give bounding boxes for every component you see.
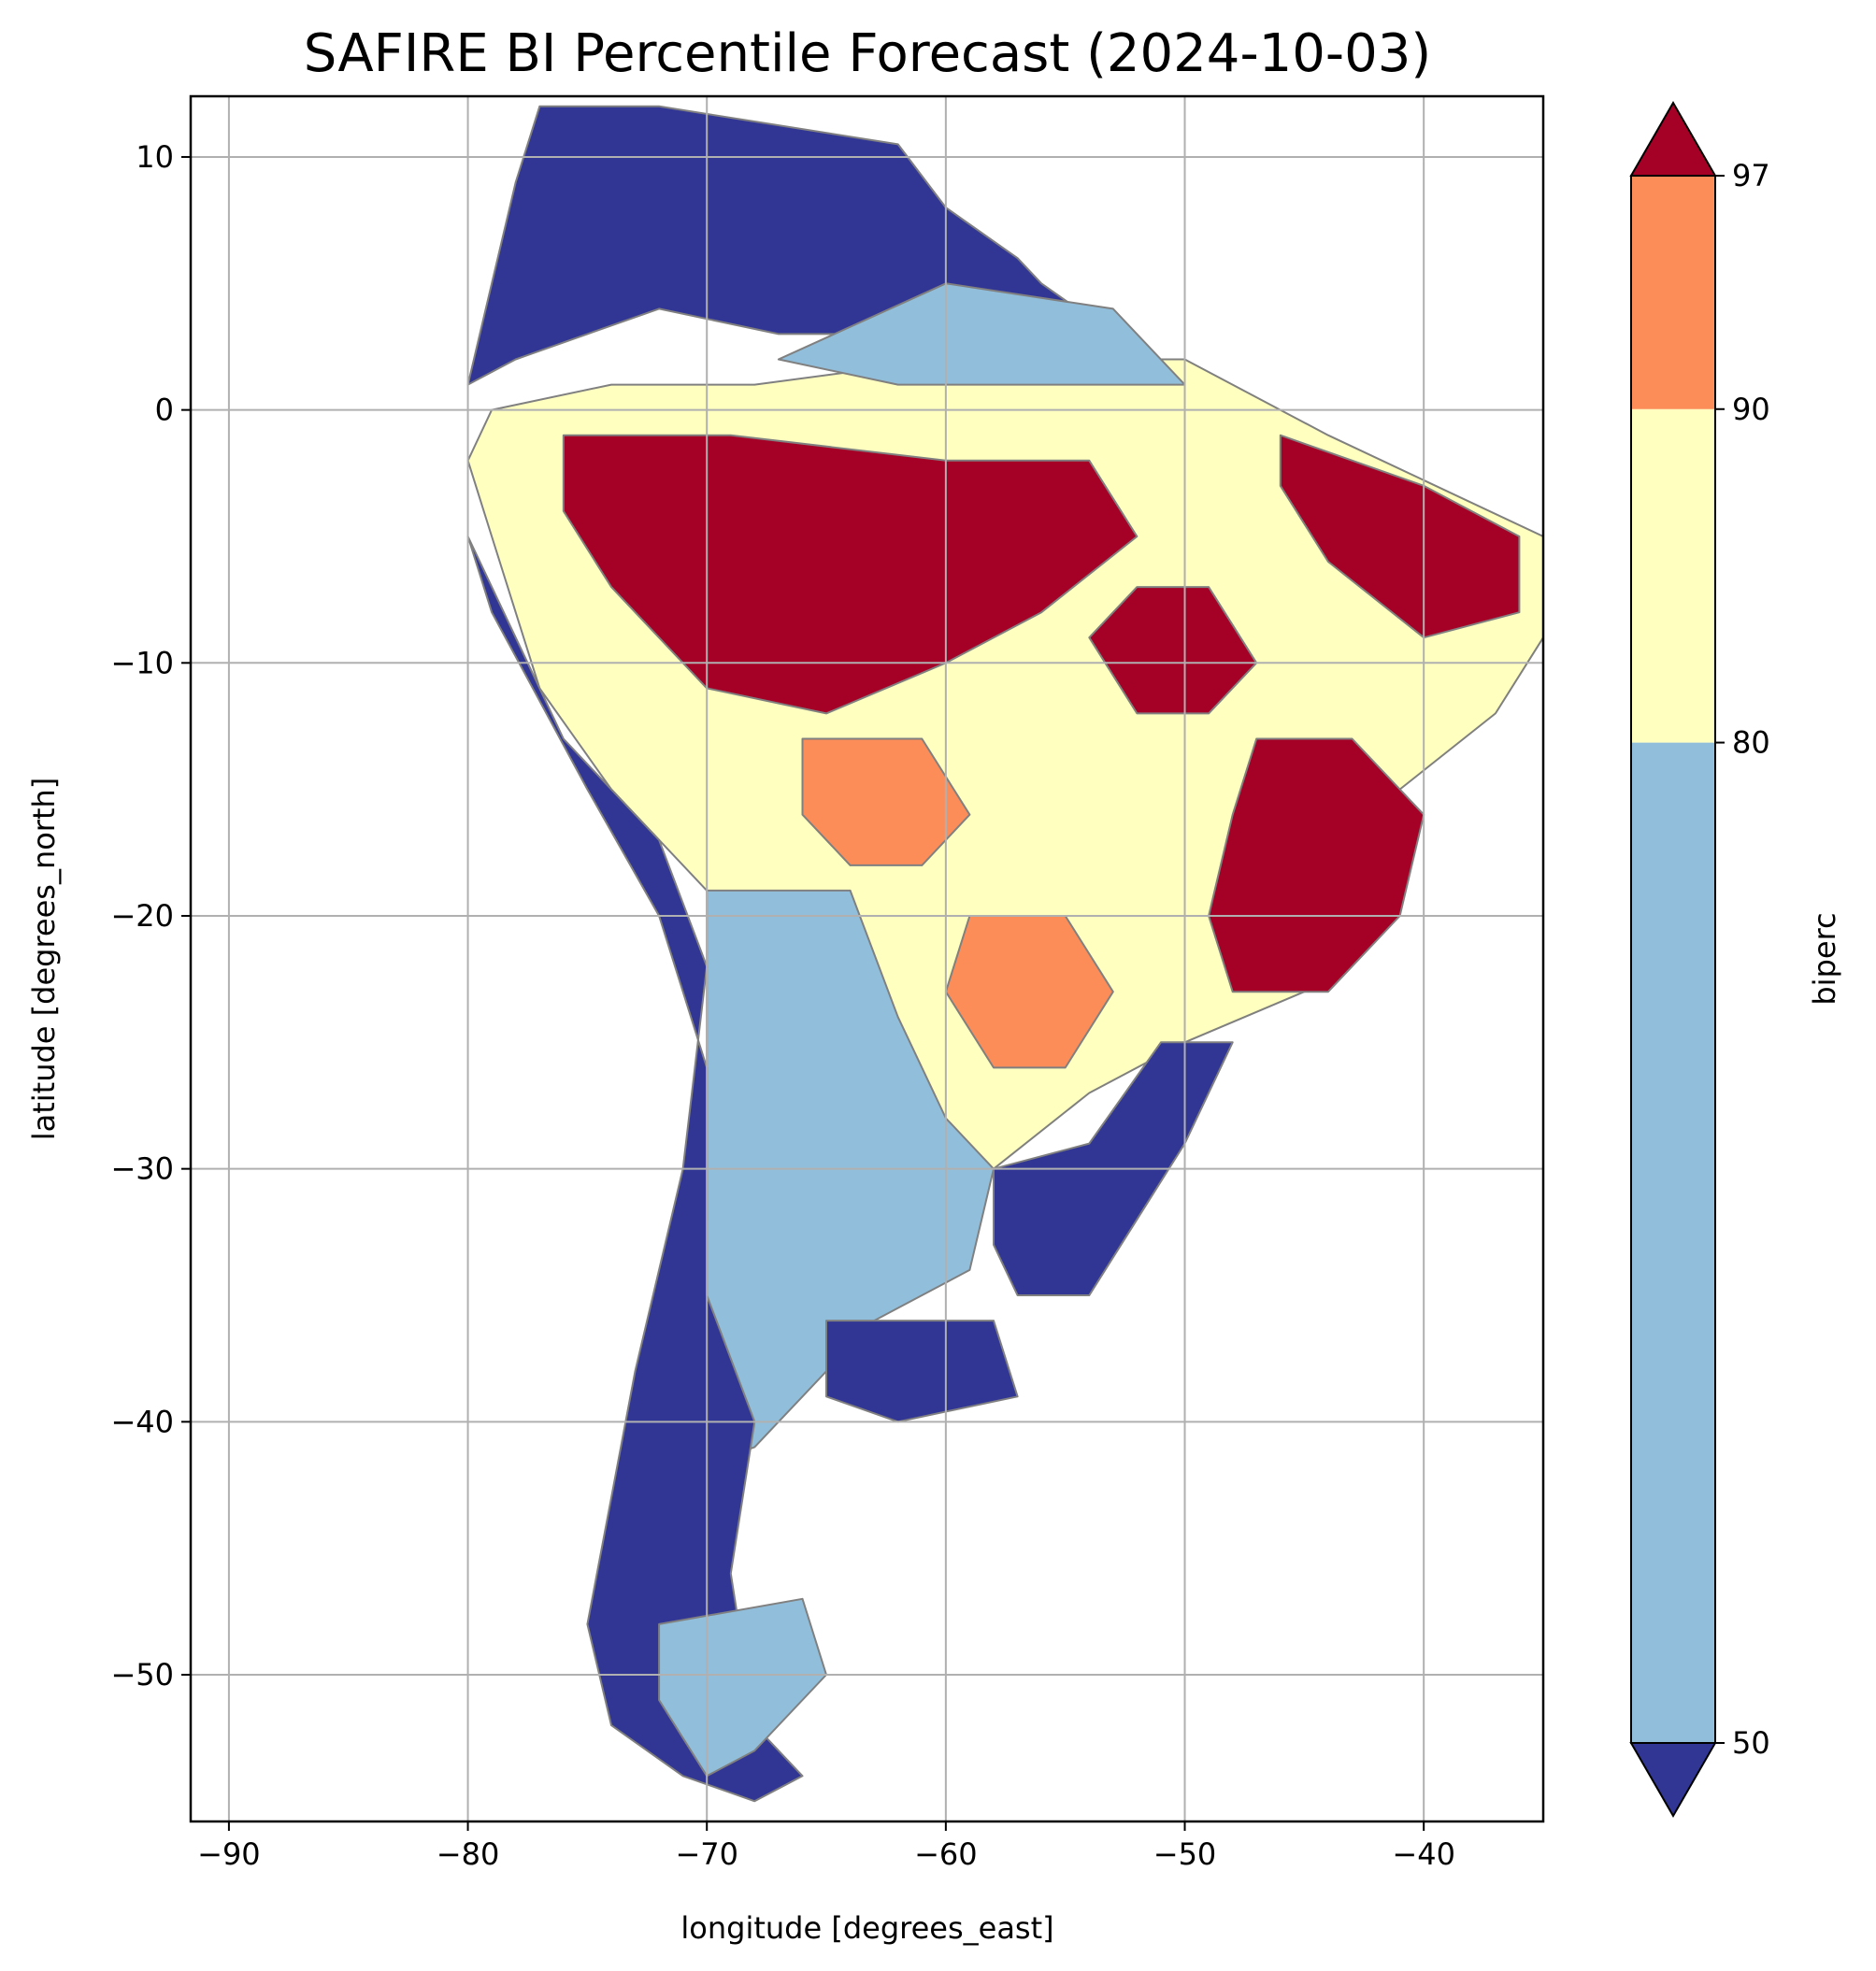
map-layer bbox=[191, 96, 1543, 1821]
colorbar: 50 80 90 97 biperc bbox=[1629, 100, 1842, 1819]
colorbar-tick-label-2: 90 bbox=[1732, 392, 1770, 427]
colorbar-tick-label-0: 50 bbox=[1732, 1725, 1770, 1761]
x-axis-ticks: −90 −80 −70 −60 −50 −40 bbox=[197, 1821, 1455, 1872]
region-14 bbox=[658, 1597, 827, 1778]
grid-lines bbox=[191, 96, 1543, 1821]
region-5 bbox=[1208, 737, 1425, 993]
colorbar-extend-min bbox=[1629, 1742, 1717, 1819]
colorbar-segment-1 bbox=[1631, 408, 1715, 743]
y-tick-label-2: −10 bbox=[110, 645, 174, 680]
y-tick-label-3: −20 bbox=[110, 898, 174, 934]
y-tick-label-5: −40 bbox=[110, 1404, 174, 1439]
colorbar-frame bbox=[1630, 175, 1716, 1744]
y-tick-label-4: −30 bbox=[110, 1151, 174, 1187]
region-6 bbox=[1088, 586, 1258, 715]
colorbar-segment-2 bbox=[1631, 176, 1715, 409]
chart-title: SAFIRE BI Percentile Forecast (2024-10-0… bbox=[304, 23, 1431, 84]
region-13 bbox=[825, 1320, 1019, 1423]
colorbar-extend-max bbox=[1629, 100, 1717, 177]
x-tick-label-5: −40 bbox=[1392, 1836, 1455, 1872]
y-axis-ticks: 10 0 −10 −20 −30 −40 −50 bbox=[110, 139, 191, 1692]
colorbar-tick-label-3: 97 bbox=[1732, 158, 1770, 193]
x-tick-label-1: −80 bbox=[437, 1836, 500, 1872]
y-tick-label-1: 0 bbox=[155, 393, 174, 428]
x-tick-label-0: −90 bbox=[197, 1836, 261, 1872]
region-7 bbox=[801, 737, 971, 866]
y-tick-label-6: −50 bbox=[110, 1657, 174, 1692]
plot-frame bbox=[189, 94, 1545, 1823]
region-4 bbox=[1279, 434, 1521, 639]
colorbar-segment-0 bbox=[1631, 742, 1715, 1743]
region-2 bbox=[777, 282, 1186, 386]
x-tick-label-4: −50 bbox=[1153, 1836, 1217, 1872]
colorbar-label: biperc bbox=[1807, 912, 1842, 1005]
y-axis-label: latitude [degrees_north] bbox=[26, 778, 62, 1141]
x-tick-label-2: −70 bbox=[675, 1836, 738, 1872]
region-11 bbox=[466, 536, 804, 1803]
colorbar-tick-label-1: 80 bbox=[1732, 725, 1770, 761]
colorbar-segments bbox=[1629, 100, 1717, 1819]
colorbar-ticks: 50 80 90 97 bbox=[1715, 158, 1770, 1761]
x-axis-label: longitude [degrees_east] bbox=[680, 1910, 1053, 1946]
y-tick-label-0: 10 bbox=[136, 139, 174, 175]
x-tick-label-3: −60 bbox=[914, 1836, 978, 1872]
